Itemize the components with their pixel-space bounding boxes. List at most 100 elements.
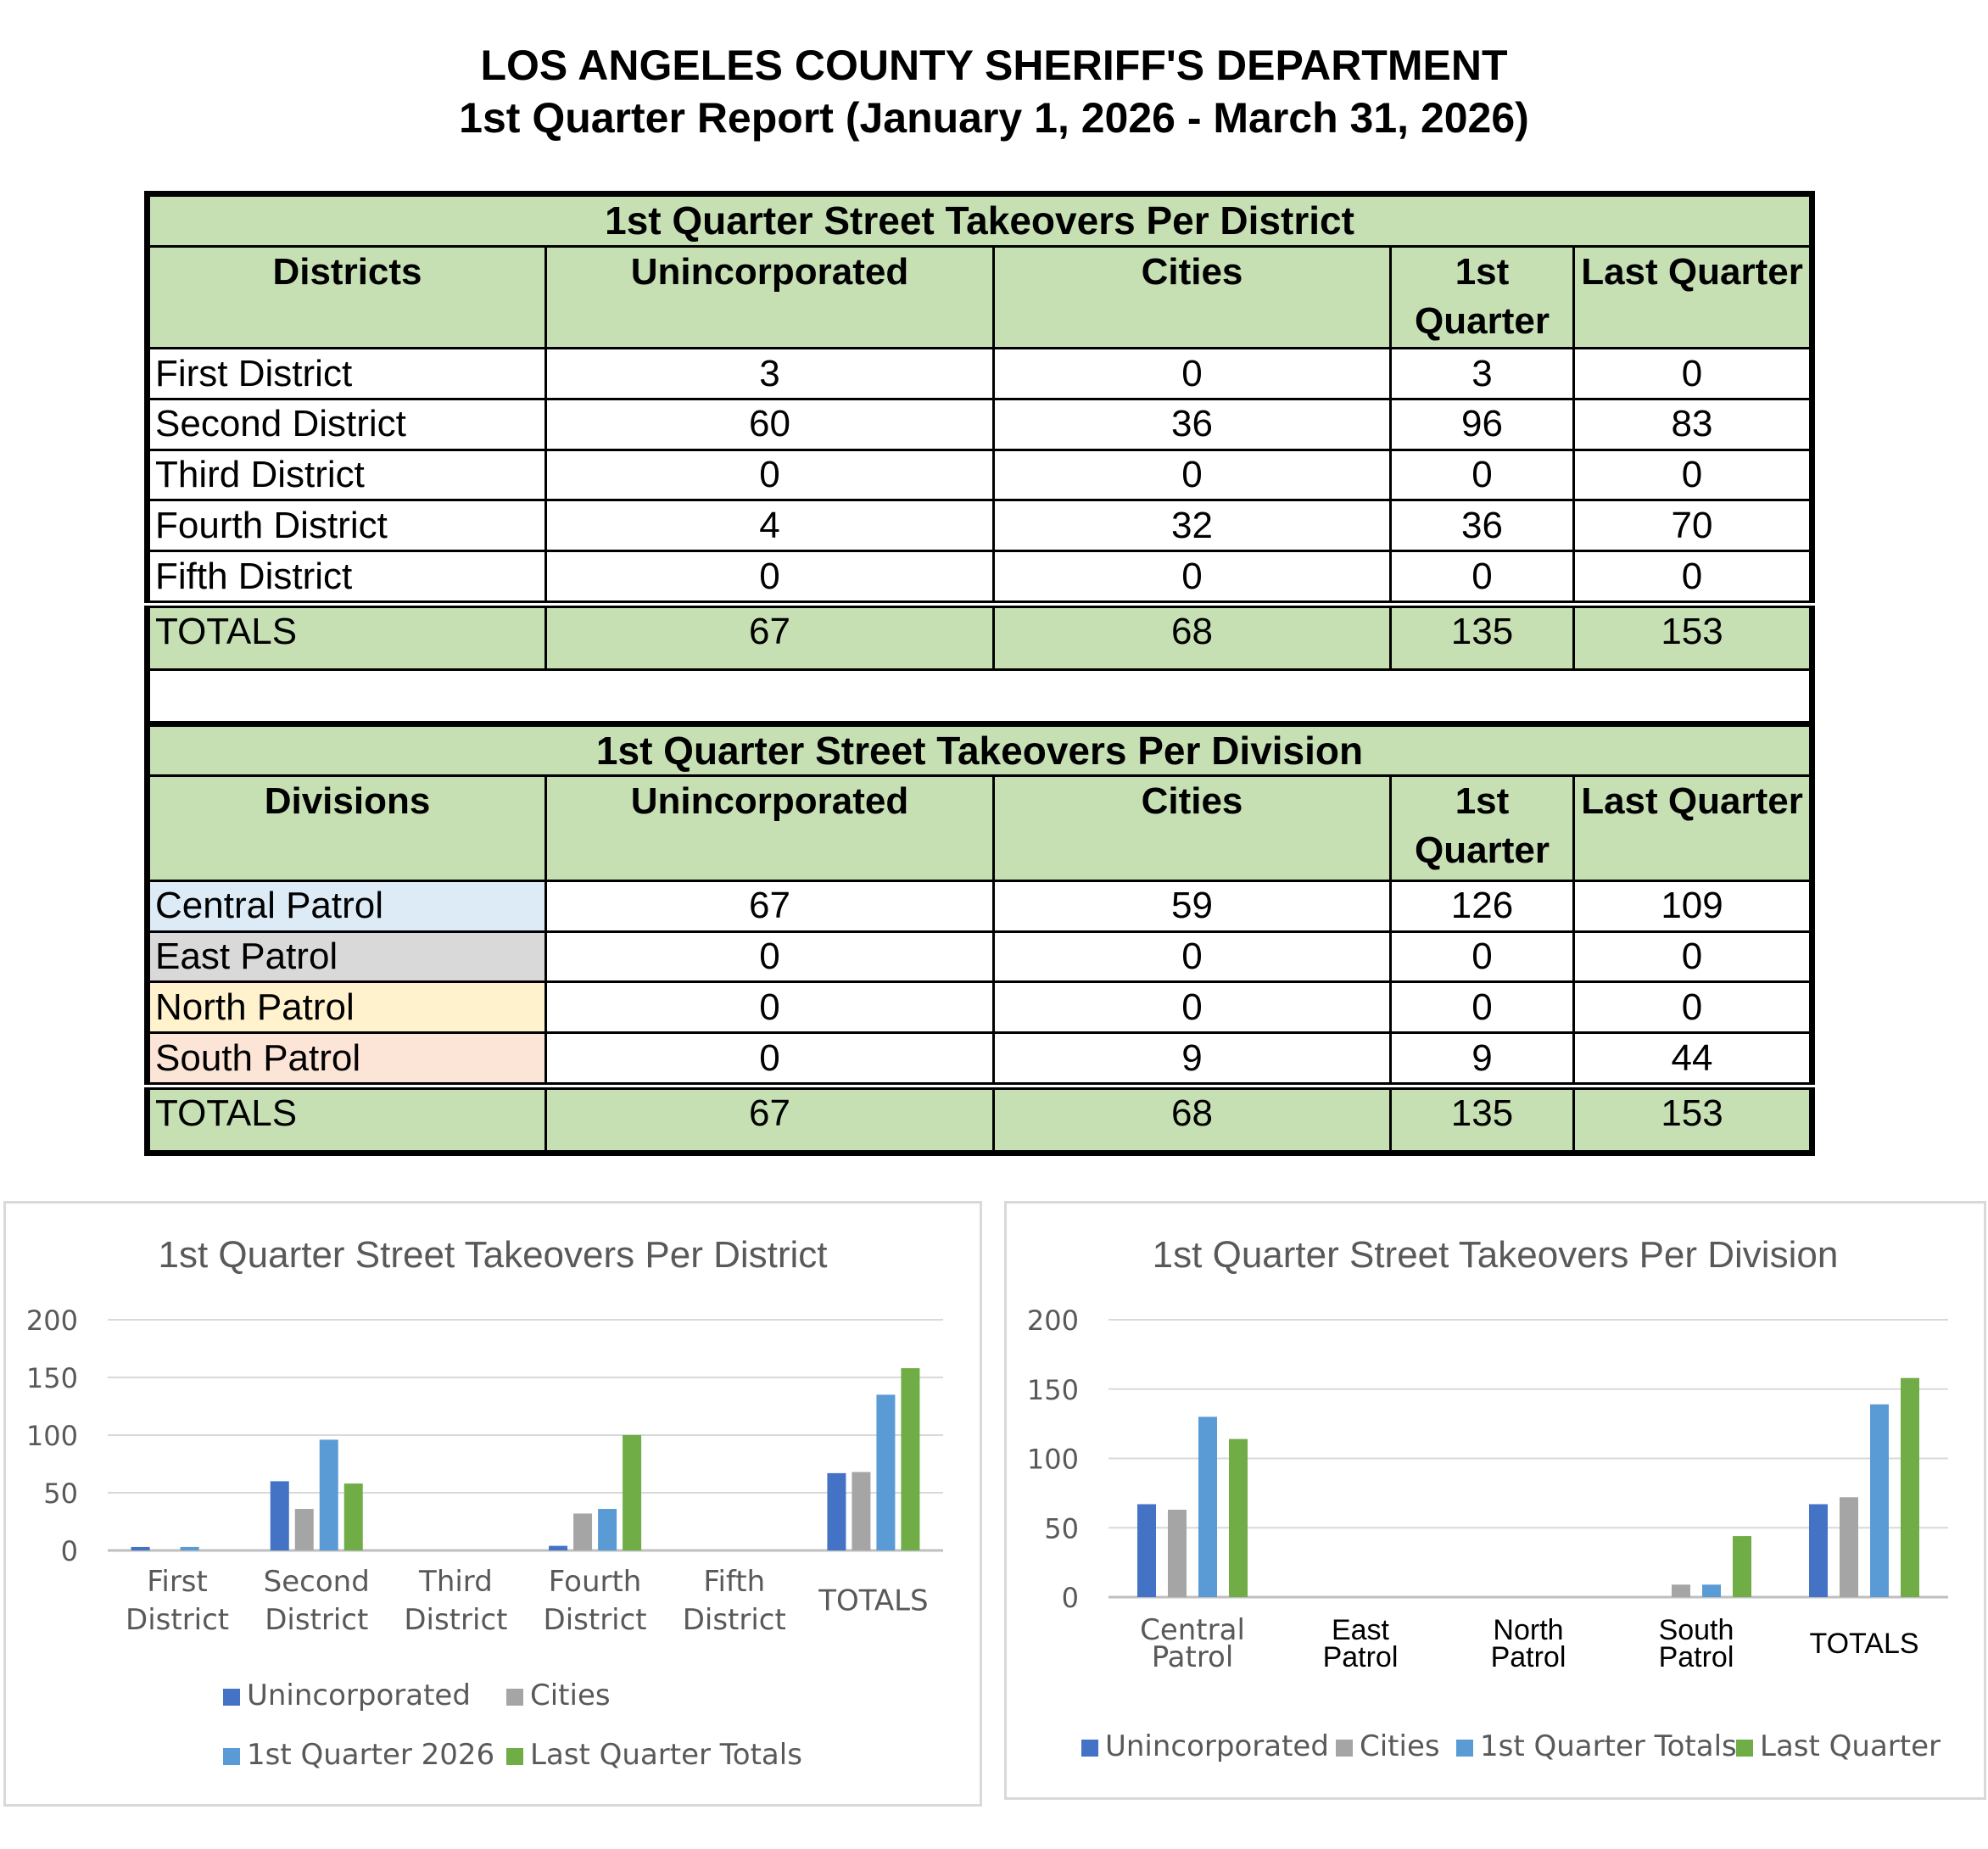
table-cell: 0 [1572, 550, 1814, 606]
x-tick-label: Fourth [549, 1565, 642, 1599]
x-tick-label: Patrol [1659, 1641, 1734, 1673]
table-cell: 44 [1572, 1031, 1814, 1087]
table-cell: 0 [1389, 980, 1575, 1035]
table-cell: 0 [544, 550, 995, 606]
y-tick-label: 200 [1027, 1304, 1079, 1337]
table-cell: 96 [1389, 397, 1575, 451]
table-row: East Patrol 0 0 0 0 [146, 930, 1814, 984]
row-label: First District [146, 347, 547, 400]
legend-swatch [1081, 1740, 1098, 1757]
legend-swatch [1336, 1740, 1353, 1757]
spacer-row [145, 668, 1814, 725]
x-tick-label: District [265, 1603, 368, 1637]
division-table-title-row: 1st Quarter Street Takeovers Per Divisio… [145, 720, 1814, 778]
column-header: Unincorporated [544, 774, 995, 882]
bar [598, 1509, 617, 1550]
table-row: Third District 0 0 0 0 [146, 448, 1814, 502]
table-row: North Patrol 0 0 0 0 [146, 980, 1814, 1035]
legend-swatch [506, 1748, 523, 1765]
table-cell: 0 [992, 930, 1392, 984]
table-cell: 0 [992, 980, 1392, 1035]
column-header: Unincorporated [544, 244, 995, 350]
district-table-title-row: 1st Quarter Street Takeovers Per Distric… [145, 193, 1814, 248]
table-cell: 126 [1389, 879, 1575, 933]
table-cell: 32 [992, 499, 1392, 553]
spacer-cell [145, 668, 1814, 725]
district-chart: 1st Quarter Street Takeovers Per Distric… [3, 1201, 982, 1807]
legend-item: 1st Quarter 2026 [223, 1738, 494, 1772]
table-cell: 109 [1572, 879, 1814, 933]
report-title-line1: LOS ANGELES COUNTY SHERIFF'S DEPARTMENT [480, 42, 1508, 89]
legend-item: 1st Quarter Totals [1456, 1729, 1737, 1763]
division-header-row: Divisions Unincorporated Cities 1st Quar… [146, 774, 1814, 882]
x-tick-label: TOTALS [1809, 1628, 1918, 1660]
bar [1672, 1584, 1690, 1597]
bar [1137, 1504, 1156, 1597]
legend-swatch [506, 1689, 523, 1706]
table-cell: 9 [1389, 1031, 1575, 1087]
x-tick-label: East [1332, 1614, 1390, 1646]
legend-item: Last Quarter Totals [506, 1738, 802, 1772]
bar [827, 1472, 846, 1550]
legend-label: Cities [1360, 1729, 1440, 1763]
bar [549, 1545, 568, 1550]
y-tick-label: 50 [1044, 1512, 1079, 1545]
x-tick-label: District [404, 1603, 507, 1637]
bar [876, 1394, 896, 1550]
y-tick-label: 0 [61, 1535, 78, 1567]
chart-title: 1st Quarter Street Takeovers Per Distric… [158, 1234, 828, 1276]
row-label: Third District [146, 448, 547, 502]
x-tick-label: Central [1140, 1613, 1245, 1647]
table-cell: 0 [544, 980, 995, 1035]
bar [852, 1472, 871, 1550]
totals-cell: 135 [1389, 600, 1575, 671]
bar [901, 1368, 920, 1550]
bar [294, 1509, 314, 1550]
legend-swatch [223, 1689, 240, 1706]
bar [623, 1435, 642, 1550]
totals-cell: 68 [992, 600, 1392, 671]
report-title-line2: 1st Quarter Report (January 1, 2026 - Ma… [459, 94, 1529, 142]
division-totals-row: TOTALS 67 68 135 153 [146, 1081, 1814, 1155]
takeovers-table: 1st Quarter Street Takeovers Per Distric… [144, 191, 1816, 1156]
column-header: Districts [146, 244, 547, 350]
x-tick-label: Patrol [1323, 1641, 1399, 1673]
bar [1168, 1509, 1187, 1597]
legend-item: Last Quarter [1736, 1729, 1941, 1763]
column-header: Divisions [146, 774, 547, 882]
district-totals-row: TOTALS 67 68 135 153 [146, 600, 1814, 671]
x-tick-label: Patrol [1152, 1640, 1234, 1674]
table-cell: 59 [992, 879, 1392, 933]
x-tick-label: Second [264, 1565, 370, 1599]
table-cell: 36 [1389, 499, 1575, 553]
y-tick-label: 0 [1062, 1582, 1079, 1614]
bar [1901, 1377, 1919, 1597]
district-chart-plot: 0 50 100 150 200 First District Second District T… [26, 1304, 943, 1637]
y-tick-label: 200 [26, 1304, 78, 1337]
legend-label: Last Quarter [1760, 1729, 1941, 1763]
table-row: Fourth District 4 32 36 70 [146, 499, 1814, 553]
bar [1198, 1416, 1217, 1597]
report-header: LOS ANGELES COUNTY SHERIFF'S DEPARTMENT … [0, 39, 1988, 144]
y-tick-label: 50 [43, 1478, 78, 1510]
bar [1870, 1404, 1889, 1597]
column-header: Last Quarter [1572, 774, 1814, 882]
totals-cell: 67 [544, 1081, 995, 1155]
totals-cell: 153 [1572, 1081, 1814, 1155]
y-tick-label: 150 [1027, 1374, 1079, 1406]
table-row: Second District 60 36 96 83 [146, 397, 1814, 451]
y-tick-label: 100 [26, 1420, 78, 1452]
bar [573, 1513, 593, 1550]
legend-label: 1st Quarter 2026 [247, 1738, 495, 1772]
table-cell: 0 [544, 930, 995, 984]
table-cell: 0 [1572, 930, 1814, 984]
table-row: Fifth District 0 0 0 0 [146, 550, 1814, 606]
x-tick-label: Patrol [1491, 1641, 1566, 1673]
column-header: 1st Quarter [1389, 244, 1575, 350]
row-label: Central Patrol [146, 879, 547, 933]
table-cell: 70 [1572, 499, 1814, 553]
column-header: Cities [992, 774, 1392, 882]
legend-item: Cities [1336, 1729, 1440, 1763]
legend-swatch [1736, 1740, 1753, 1757]
bar [131, 1546, 150, 1550]
